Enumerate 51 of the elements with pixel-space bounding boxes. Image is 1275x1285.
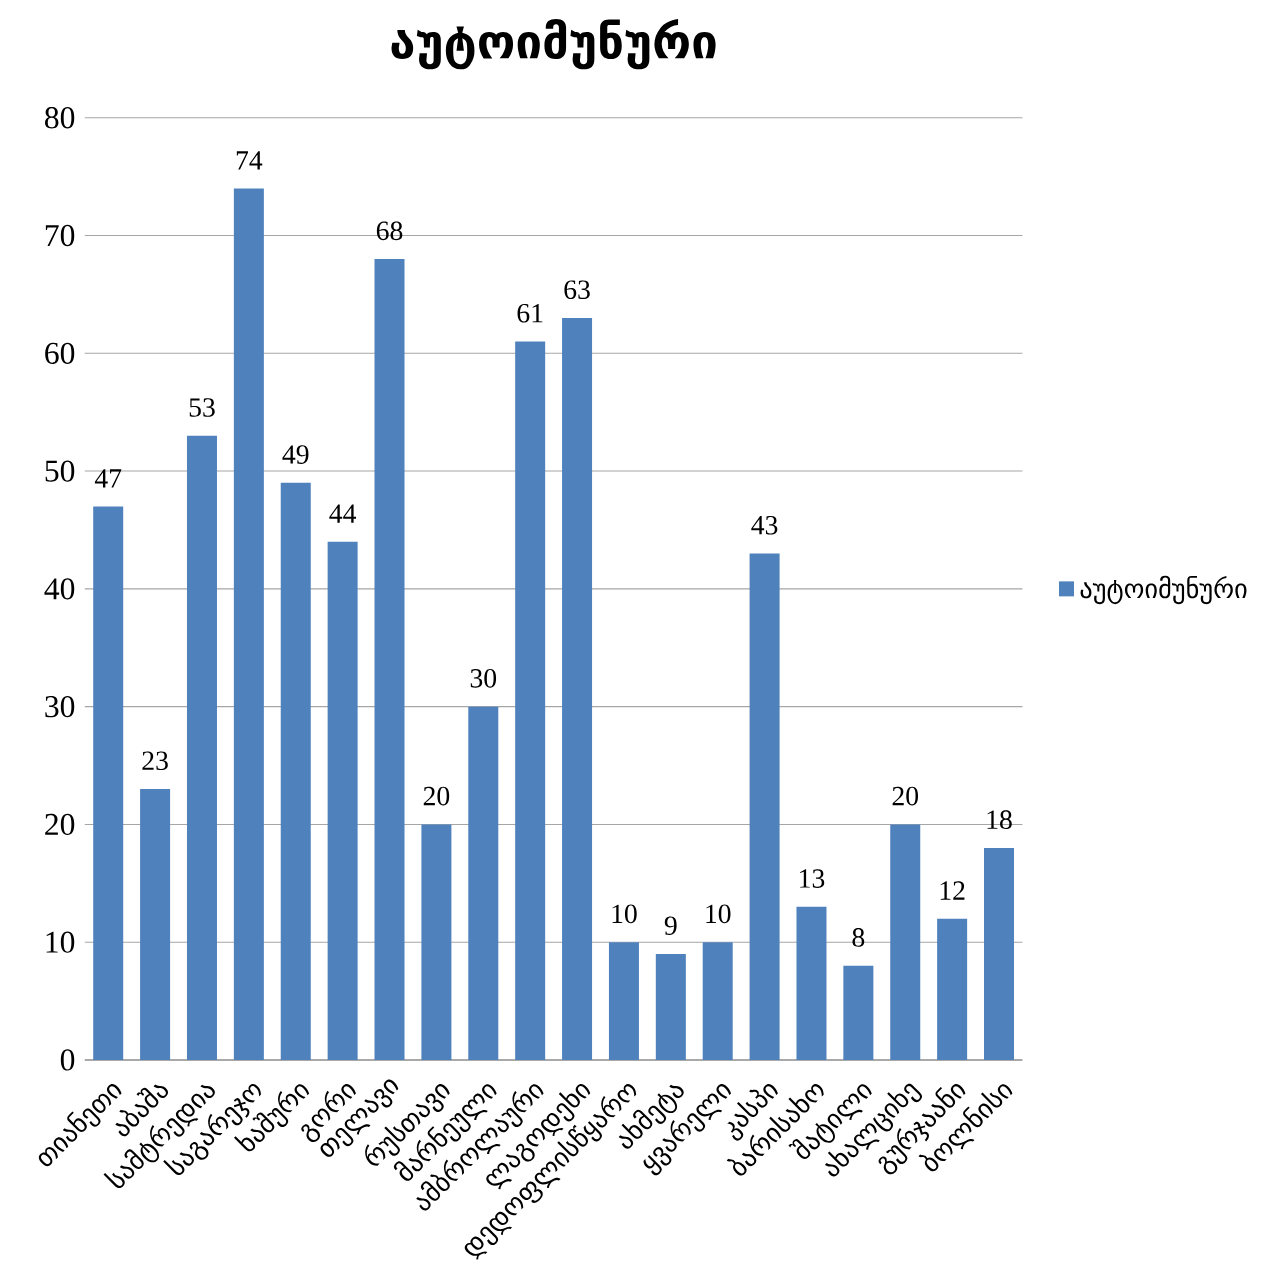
bar — [702, 942, 733, 1060]
chart-title: აუტოიმუნური — [391, 19, 716, 70]
data-label: 74 — [236, 151, 263, 170]
y-tick-label: 70 — [45, 224, 75, 247]
data-label: 12 — [940, 881, 965, 900]
data-label: 13 — [799, 869, 825, 888]
bar — [280, 482, 311, 1060]
data-label: 63 — [564, 280, 590, 300]
data-label: 61 — [517, 303, 543, 323]
data-label: 43 — [751, 515, 778, 535]
bar — [843, 965, 874, 1060]
bar — [561, 317, 592, 1060]
data-label: 23 — [142, 751, 168, 771]
data-label: 18 — [987, 810, 1012, 829]
bar — [421, 824, 452, 1060]
y-tick-label: 30 — [45, 695, 75, 718]
bar — [983, 847, 1014, 1060]
data-label: 8 — [852, 928, 865, 947]
bar — [796, 906, 827, 1060]
data-label: 10 — [706, 904, 731, 924]
data-label: 47 — [94, 469, 122, 488]
data-label: 20 — [423, 786, 450, 806]
data-label: 20 — [892, 786, 918, 806]
y-tick-label: 50 — [45, 460, 75, 482]
bar — [186, 435, 217, 1060]
bar — [233, 188, 264, 1060]
y-tick-label: 40 — [44, 578, 75, 600]
bar — [374, 259, 405, 1060]
y-tick-label: 80 — [44, 107, 75, 129]
data-label: 9 — [664, 916, 677, 935]
bar — [139, 789, 170, 1060]
bar — [515, 341, 546, 1060]
data-label: 30 — [470, 668, 496, 688]
y-tick-label: 60 — [45, 342, 75, 364]
data-label: 53 — [189, 398, 215, 417]
bar — [468, 706, 499, 1060]
bar — [327, 541, 358, 1060]
data-label: 10 — [612, 904, 637, 924]
bar — [608, 942, 639, 1060]
data-label: 49 — [282, 445, 309, 464]
bar — [890, 824, 921, 1060]
bar — [93, 506, 124, 1060]
y-tick-label: 10 — [46, 931, 75, 953]
bar — [749, 553, 780, 1060]
legend-label: აუტოიმუნური — [1080, 575, 1247, 605]
bar — [937, 918, 968, 1060]
bar — [655, 953, 686, 1060]
data-label: 44 — [329, 504, 356, 523]
y-tick-label: 0 — [60, 1049, 75, 1071]
y-tick-label: 20 — [45, 813, 75, 836]
data-label: 68 — [376, 221, 403, 241]
